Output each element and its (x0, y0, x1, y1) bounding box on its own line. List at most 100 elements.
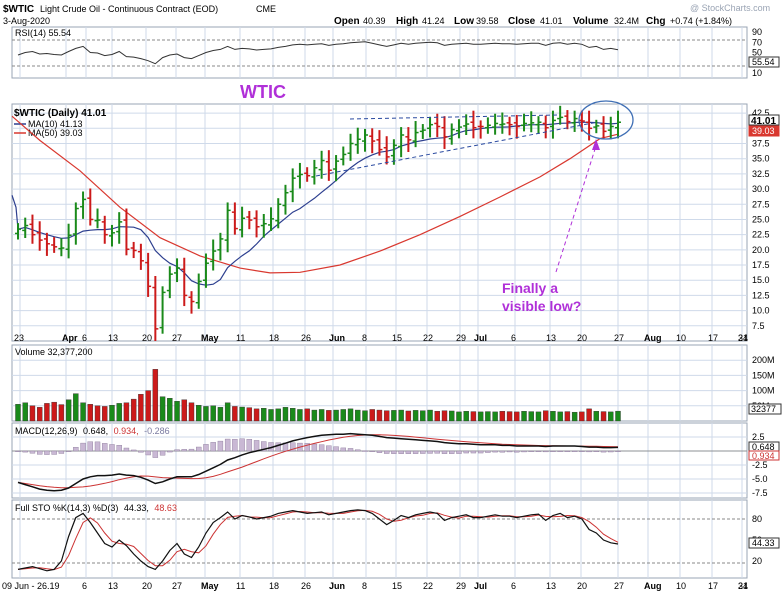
volume-bar (420, 410, 426, 422)
volume-bar (44, 403, 50, 422)
volume-bar (15, 404, 21, 422)
price-tick-label: 7.5 (752, 321, 765, 331)
ma10-legend: MA(10) 41.13 (28, 119, 83, 129)
x-axis-label: 13 (108, 581, 118, 591)
sto-x-axis: 09 Jun - 26.19 6 13 20 27 May 11 18 26 Jun 8 15 22 29… (2, 581, 748, 591)
open-value: 40.39 (363, 16, 386, 26)
x-axis-label: Jun (329, 333, 345, 343)
ohlc-bar (36, 221, 43, 251)
macd-histogram-bar (564, 450, 571, 453)
volume-tag: 32377 (751, 404, 776, 414)
rsi-tick-label: 70 (752, 37, 762, 47)
ohlc-bar (22, 217, 29, 238)
ohlc-bar (202, 253, 209, 288)
x-axis-label: Apr (62, 333, 78, 343)
ohlc-bar (383, 136, 390, 165)
x-axis-label: 27 (172, 581, 182, 591)
macd-histogram-bar (102, 443, 108, 452)
sto-legend-prefix: Full STO %K(14,3) %D(3) (15, 503, 118, 513)
volume-tick-label: 100M (752, 386, 775, 396)
sto-legend-k: 44.33, (124, 503, 149, 513)
volume-bar (528, 411, 534, 422)
chg-label: Chg (646, 16, 665, 27)
volume-bar (22, 402, 28, 422)
volume-bar (203, 406, 209, 422)
ma50-tag: 39.03 (752, 126, 775, 136)
x-axis-label: 20 (142, 581, 152, 591)
ohlc-bar (108, 224, 115, 247)
macd-histogram-bar (15, 450, 21, 453)
volume-bar (477, 411, 484, 422)
volume-bar (333, 409, 339, 422)
macd-histogram-bar (485, 450, 491, 453)
macd-histogram-bar (383, 450, 390, 454)
macd-histogram-bar (152, 450, 159, 458)
chart-instrument-name: Light Crude Oil - Continuous Contract (E… (40, 4, 218, 14)
ohlc-bar (289, 168, 296, 203)
high-value: 41.24 (422, 16, 445, 26)
macd-histogram-bar (174, 449, 180, 452)
volume-bar (456, 411, 462, 422)
ohlc-bar (398, 127, 405, 158)
ohlc-bar (549, 110, 556, 139)
volume-bar (145, 390, 151, 422)
macd-histogram-bar (181, 449, 187, 452)
close-label: Close (508, 16, 536, 27)
chart-symbol: $WTIC (3, 4, 34, 15)
ohlc-bar (557, 105, 564, 125)
ohlc-bar (72, 202, 79, 245)
ohlc-bar (354, 127, 361, 154)
ohlc-bar (470, 110, 477, 139)
macd-histogram-bar (130, 449, 137, 452)
volume-bar (514, 411, 520, 422)
macd-histogram-bar (391, 450, 397, 454)
ma50-tag-box (748, 125, 780, 137)
close-value: 41.01 (540, 16, 563, 26)
macd-histogram-bar (326, 445, 332, 452)
ohlc-bar (15, 223, 21, 240)
volume-bar (152, 369, 159, 422)
volume-bar (398, 409, 404, 422)
x-axis-label: 20 (577, 581, 587, 591)
volume-bar (391, 410, 397, 422)
volume-bar (188, 402, 195, 422)
ma50-line (11, 115, 619, 274)
ohlc-bar (593, 119, 600, 134)
macd-histogram-bar (232, 438, 238, 452)
ohlc-bar (159, 286, 166, 334)
rsi-legend: RSI(14) 55.54 (15, 28, 71, 38)
macd-histogram-bar (246, 439, 253, 452)
macd-legend-prefix: MACD(12,26,9) (15, 426, 78, 436)
volume-bar (318, 409, 325, 422)
volume-bar (297, 409, 303, 422)
x-axis-label: 13 (108, 333, 118, 343)
x-axis-label: 17 (708, 581, 718, 591)
macd-histogram-bar (44, 450, 50, 455)
price-legend: $WTIC (Daily) 41.01 (14, 108, 107, 119)
x-axis-label: 6 (82, 333, 87, 343)
volume-bar (571, 411, 578, 422)
ohlc-bar (80, 191, 87, 219)
macd-legend-hist: -0.286 (144, 426, 170, 436)
macd-histogram-bar (492, 450, 498, 453)
volume-tick-label: 200M (752, 355, 775, 365)
macd-histogram-bar (550, 450, 556, 453)
price-tick-label: 32.5 (752, 169, 770, 179)
macd-histogram-bar (167, 450, 173, 453)
volume-bar (405, 410, 412, 422)
volume-bar (174, 401, 180, 422)
ohlc-bar (484, 117, 491, 134)
macd-histogram-bar (571, 450, 578, 452)
ohlc-bar (311, 159, 318, 185)
volume-bar (441, 410, 448, 422)
macd-histogram-bar (159, 450, 166, 456)
ohlc-bar (463, 114, 470, 135)
ma50-legend: MA(50) 39.03 (28, 128, 83, 138)
x-axis-label: 15 (392, 581, 402, 591)
macd-legend-macd: 0.648, (83, 426, 108, 436)
volume-bar (383, 410, 390, 422)
macd-tag: 0.648 (752, 442, 775, 452)
volume-bar (275, 408, 281, 422)
volume-bar (499, 411, 506, 422)
macd-line (17, 432, 619, 492)
